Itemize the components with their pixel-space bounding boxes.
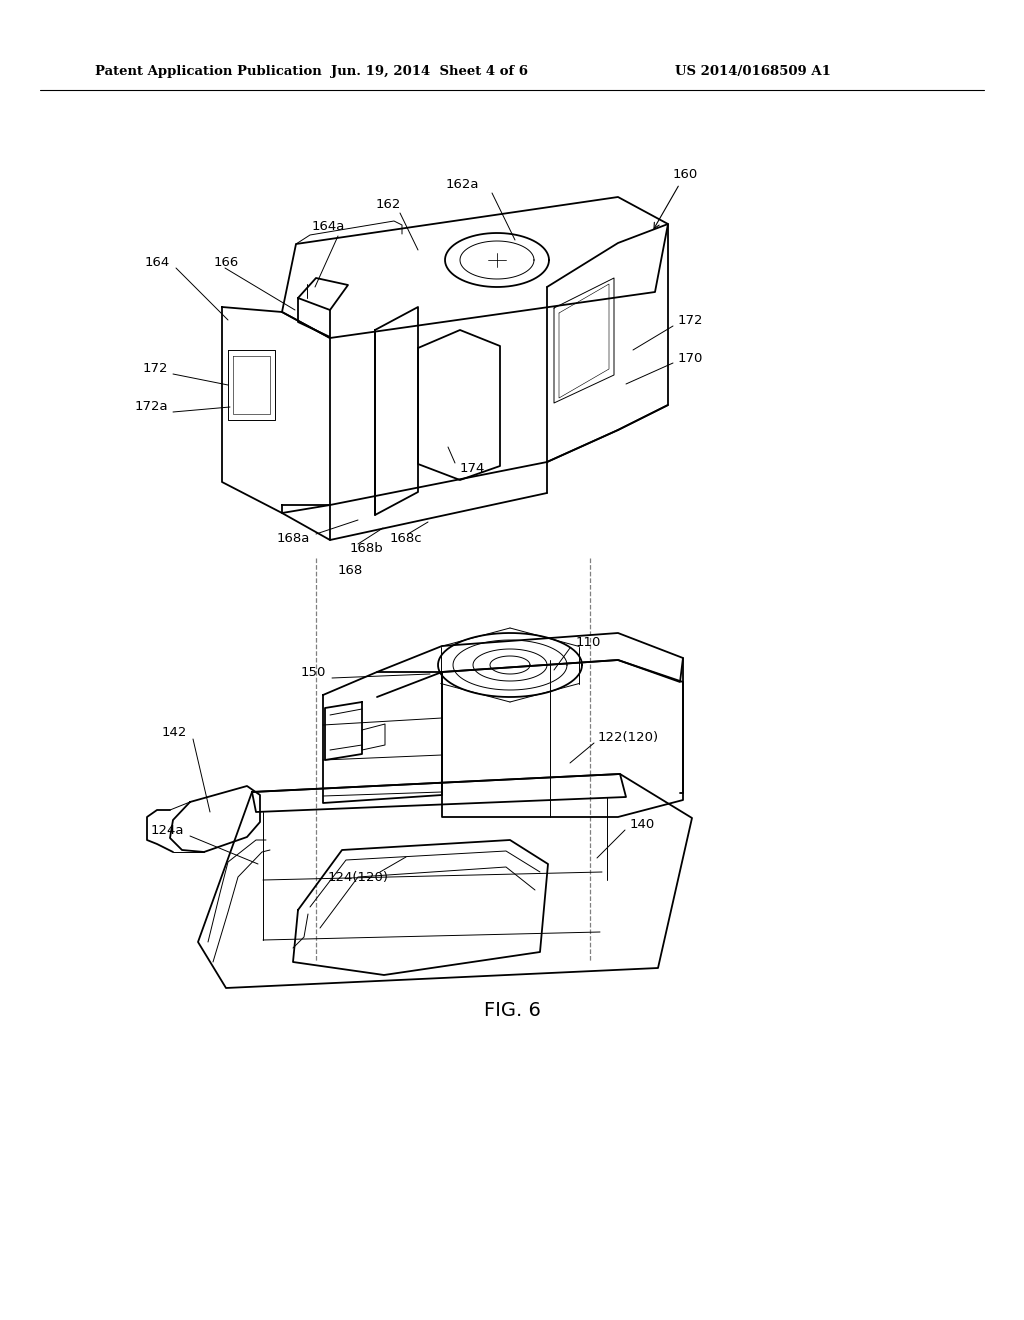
Text: 150: 150 [301, 667, 326, 680]
Text: 166: 166 [214, 256, 240, 268]
Text: 124(120): 124(120) [328, 871, 388, 884]
Text: 168: 168 [337, 564, 362, 577]
Text: 122(120): 122(120) [598, 730, 659, 743]
Text: 142: 142 [162, 726, 187, 739]
Text: 174: 174 [460, 462, 485, 474]
Text: 168b: 168b [350, 541, 384, 554]
Text: 110: 110 [575, 635, 601, 648]
Text: 124a: 124a [151, 824, 184, 837]
Text: 170: 170 [678, 351, 703, 364]
Text: 172a: 172a [134, 400, 168, 412]
Text: FIG. 6: FIG. 6 [483, 1001, 541, 1019]
Text: US 2014/0168509 A1: US 2014/0168509 A1 [675, 66, 830, 78]
Text: Jun. 19, 2014  Sheet 4 of 6: Jun. 19, 2014 Sheet 4 of 6 [332, 66, 528, 78]
Text: 172: 172 [678, 314, 703, 326]
Text: Patent Application Publication: Patent Application Publication [95, 66, 322, 78]
Text: 172: 172 [142, 362, 168, 375]
Text: 160: 160 [654, 168, 697, 228]
Text: 164: 164 [144, 256, 170, 268]
Text: 168c: 168c [390, 532, 423, 544]
Text: 162a: 162a [445, 177, 479, 190]
Text: 162: 162 [376, 198, 400, 210]
Text: 164a: 164a [311, 220, 345, 234]
Text: 140: 140 [630, 817, 655, 830]
Text: 168a: 168a [276, 532, 310, 544]
